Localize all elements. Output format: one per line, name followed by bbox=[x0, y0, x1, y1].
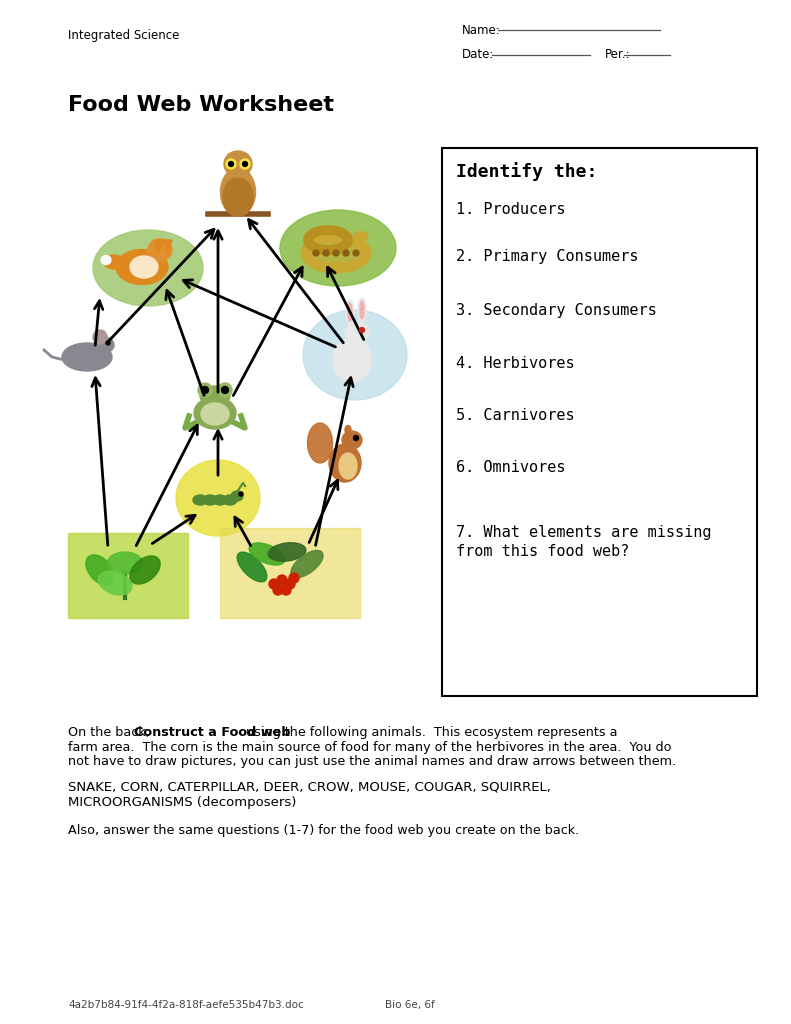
Ellipse shape bbox=[345, 426, 351, 434]
Ellipse shape bbox=[130, 256, 158, 278]
Ellipse shape bbox=[345, 322, 369, 342]
Ellipse shape bbox=[291, 551, 323, 578]
Ellipse shape bbox=[360, 301, 364, 319]
Circle shape bbox=[221, 386, 229, 393]
Circle shape bbox=[198, 383, 212, 397]
Text: 6. Omnivores: 6. Omnivores bbox=[456, 461, 566, 475]
Text: using the following animals.  This ecosystem represents a: using the following animals. This ecosys… bbox=[242, 726, 618, 739]
Circle shape bbox=[273, 585, 283, 595]
Text: 2. Primary Consumers: 2. Primary Consumers bbox=[456, 249, 638, 263]
Text: Food Web Worksheet: Food Web Worksheet bbox=[68, 95, 334, 115]
Text: Name:: Name: bbox=[462, 24, 501, 37]
Ellipse shape bbox=[201, 403, 229, 425]
Ellipse shape bbox=[231, 490, 243, 501]
Ellipse shape bbox=[193, 495, 207, 505]
Circle shape bbox=[93, 330, 107, 344]
Text: Construct a Food web: Construct a Food web bbox=[134, 726, 290, 739]
Ellipse shape bbox=[249, 543, 285, 565]
Text: Bio 6e, 6f: Bio 6e, 6f bbox=[385, 1000, 435, 1010]
Ellipse shape bbox=[104, 255, 124, 269]
Ellipse shape bbox=[223, 495, 237, 505]
Ellipse shape bbox=[342, 431, 362, 449]
Ellipse shape bbox=[148, 239, 172, 261]
Circle shape bbox=[226, 159, 236, 169]
Ellipse shape bbox=[280, 210, 396, 286]
Circle shape bbox=[289, 573, 299, 583]
Ellipse shape bbox=[329, 444, 361, 482]
Circle shape bbox=[333, 250, 339, 256]
Text: not have to draw pictures, you can just use the animal names and draw arrows bet: not have to draw pictures, you can just … bbox=[68, 755, 676, 768]
Ellipse shape bbox=[346, 300, 354, 324]
Ellipse shape bbox=[303, 310, 407, 400]
Text: 4a2b7b84-91f4-4f2a-818f-aefe535b47b3.doc: 4a2b7b84-91f4-4f2a-818f-aefe535b47b3.doc bbox=[68, 1000, 304, 1010]
Ellipse shape bbox=[176, 460, 260, 536]
Ellipse shape bbox=[200, 386, 230, 406]
Ellipse shape bbox=[62, 343, 112, 371]
Ellipse shape bbox=[86, 555, 114, 585]
Circle shape bbox=[281, 585, 291, 595]
Ellipse shape bbox=[98, 571, 132, 595]
Text: from this food web?: from this food web? bbox=[456, 544, 630, 558]
Ellipse shape bbox=[130, 556, 160, 584]
Circle shape bbox=[285, 579, 295, 589]
Ellipse shape bbox=[237, 552, 267, 582]
Circle shape bbox=[323, 250, 329, 256]
Bar bbox=[442, 148, 757, 696]
Polygon shape bbox=[228, 154, 236, 164]
Ellipse shape bbox=[333, 338, 371, 383]
Circle shape bbox=[313, 250, 319, 256]
Text: On the back,: On the back, bbox=[68, 726, 153, 739]
Text: MICROORGANISMS (decomposers): MICROORGANISMS (decomposers) bbox=[68, 796, 297, 809]
Ellipse shape bbox=[308, 423, 332, 463]
Ellipse shape bbox=[358, 298, 366, 322]
Text: 4. Herbivores: 4. Herbivores bbox=[456, 355, 574, 371]
Bar bbox=[220, 528, 360, 618]
Text: Per.:: Per.: bbox=[605, 48, 630, 61]
Text: Integrated Science: Integrated Science bbox=[68, 29, 180, 42]
Ellipse shape bbox=[116, 250, 168, 285]
Text: SNAKE, CORN, CATERPILLAR, DEER, CROW, MOUSE, COUGAR, SQUIRREL,: SNAKE, CORN, CATERPILLAR, DEER, CROW, MO… bbox=[68, 781, 551, 794]
Ellipse shape bbox=[93, 230, 203, 306]
Circle shape bbox=[239, 492, 243, 496]
Text: 7. What elements are missing: 7. What elements are missing bbox=[456, 525, 711, 541]
Circle shape bbox=[202, 386, 209, 393]
Ellipse shape bbox=[213, 495, 227, 505]
Polygon shape bbox=[164, 240, 172, 254]
Text: farm area.  The corn is the main source of food for many of the herbivores in th: farm area. The corn is the main source o… bbox=[68, 740, 672, 754]
Text: Also, answer the same questions (1-7) for the food web you create on the back.: Also, answer the same questions (1-7) fo… bbox=[68, 824, 579, 837]
Ellipse shape bbox=[203, 495, 217, 505]
Polygon shape bbox=[154, 240, 164, 254]
Ellipse shape bbox=[223, 178, 253, 216]
Ellipse shape bbox=[306, 238, 366, 268]
Text: 3. Secondary Consumers: 3. Secondary Consumers bbox=[456, 302, 657, 317]
Circle shape bbox=[218, 383, 232, 397]
Circle shape bbox=[240, 159, 250, 169]
Ellipse shape bbox=[268, 543, 306, 561]
Circle shape bbox=[354, 435, 358, 440]
Bar bbox=[68, 534, 188, 618]
Text: Identify the:: Identify the: bbox=[456, 163, 597, 181]
Text: 5. Carnivores: 5. Carnivores bbox=[456, 409, 574, 424]
Text: 1. Producers: 1. Producers bbox=[456, 203, 566, 217]
Ellipse shape bbox=[224, 151, 252, 177]
Circle shape bbox=[243, 162, 248, 167]
Ellipse shape bbox=[108, 552, 142, 574]
Text: Date:: Date: bbox=[462, 48, 494, 61]
Ellipse shape bbox=[348, 303, 352, 321]
Circle shape bbox=[106, 341, 110, 345]
Ellipse shape bbox=[94, 337, 114, 353]
Circle shape bbox=[277, 575, 287, 585]
Circle shape bbox=[269, 579, 279, 589]
Ellipse shape bbox=[354, 231, 368, 241]
Polygon shape bbox=[240, 154, 248, 164]
Ellipse shape bbox=[339, 453, 357, 479]
Circle shape bbox=[343, 250, 349, 256]
Circle shape bbox=[229, 162, 233, 167]
Circle shape bbox=[353, 250, 359, 256]
Circle shape bbox=[359, 328, 365, 333]
Ellipse shape bbox=[221, 168, 255, 216]
Ellipse shape bbox=[194, 397, 236, 429]
Ellipse shape bbox=[101, 256, 111, 264]
